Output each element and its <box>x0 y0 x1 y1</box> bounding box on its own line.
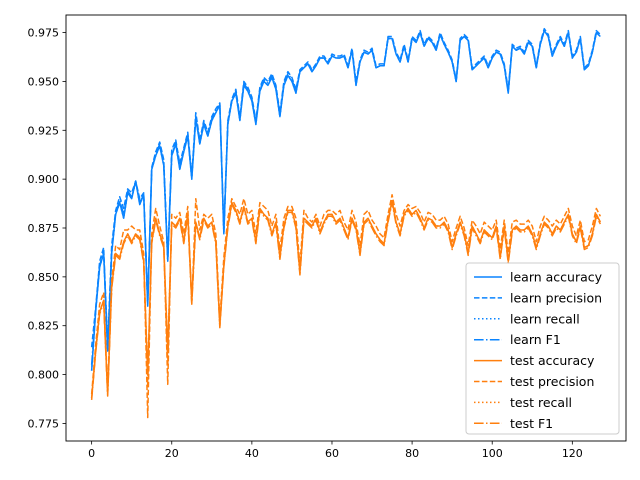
legend-label: learn accuracy <box>510 270 603 285</box>
y-tick-label: 0.800 <box>28 369 60 382</box>
series-line-test-F1 <box>90 201 602 401</box>
series-line-test-precision <box>90 194 602 419</box>
y-tick-label: 0.825 <box>28 320 60 333</box>
legend-label: test F1 <box>510 416 553 431</box>
x-tick-label: 0 <box>88 447 95 460</box>
y-tick-label: 0.850 <box>28 271 60 284</box>
y-tick-label: 0.875 <box>28 222 60 235</box>
x-tick-label: 120 <box>562 447 583 460</box>
x-tick-label: 20 <box>165 447 179 460</box>
legend-label: learn F1 <box>510 332 561 347</box>
x-tick-label: 80 <box>405 447 419 460</box>
legend: learn accuracy learn precision learn recal… <box>465 262 620 435</box>
legend-label: learn precision <box>510 290 602 305</box>
x-tick-label: 100 <box>482 447 503 460</box>
y-tick-label: 0.925 <box>28 124 60 137</box>
series-line-learn-F1 <box>90 29 601 365</box>
legend-label: test accuracy <box>510 353 595 368</box>
legend-label: test recall <box>510 395 572 410</box>
y-tick-label: 0.950 <box>28 75 60 88</box>
y-tick-label: 0.775 <box>28 417 60 430</box>
series-layer <box>90 27 602 419</box>
legend-label: test precision <box>510 374 594 389</box>
y-tick-label: 0.975 <box>28 27 60 40</box>
x-axis: 0 20 40 60 80 100 120 <box>88 441 583 460</box>
x-tick-label: 40 <box>245 447 259 460</box>
x-tick-label: 60 <box>325 447 339 460</box>
legend-label: learn recall <box>510 311 580 326</box>
legend-box <box>465 262 620 435</box>
y-tick-label: 0.900 <box>28 173 60 186</box>
y-axis: 0.775 0.800 0.825 0.850 0.875 0.900 0.925 0.950… <box>28 27 66 430</box>
